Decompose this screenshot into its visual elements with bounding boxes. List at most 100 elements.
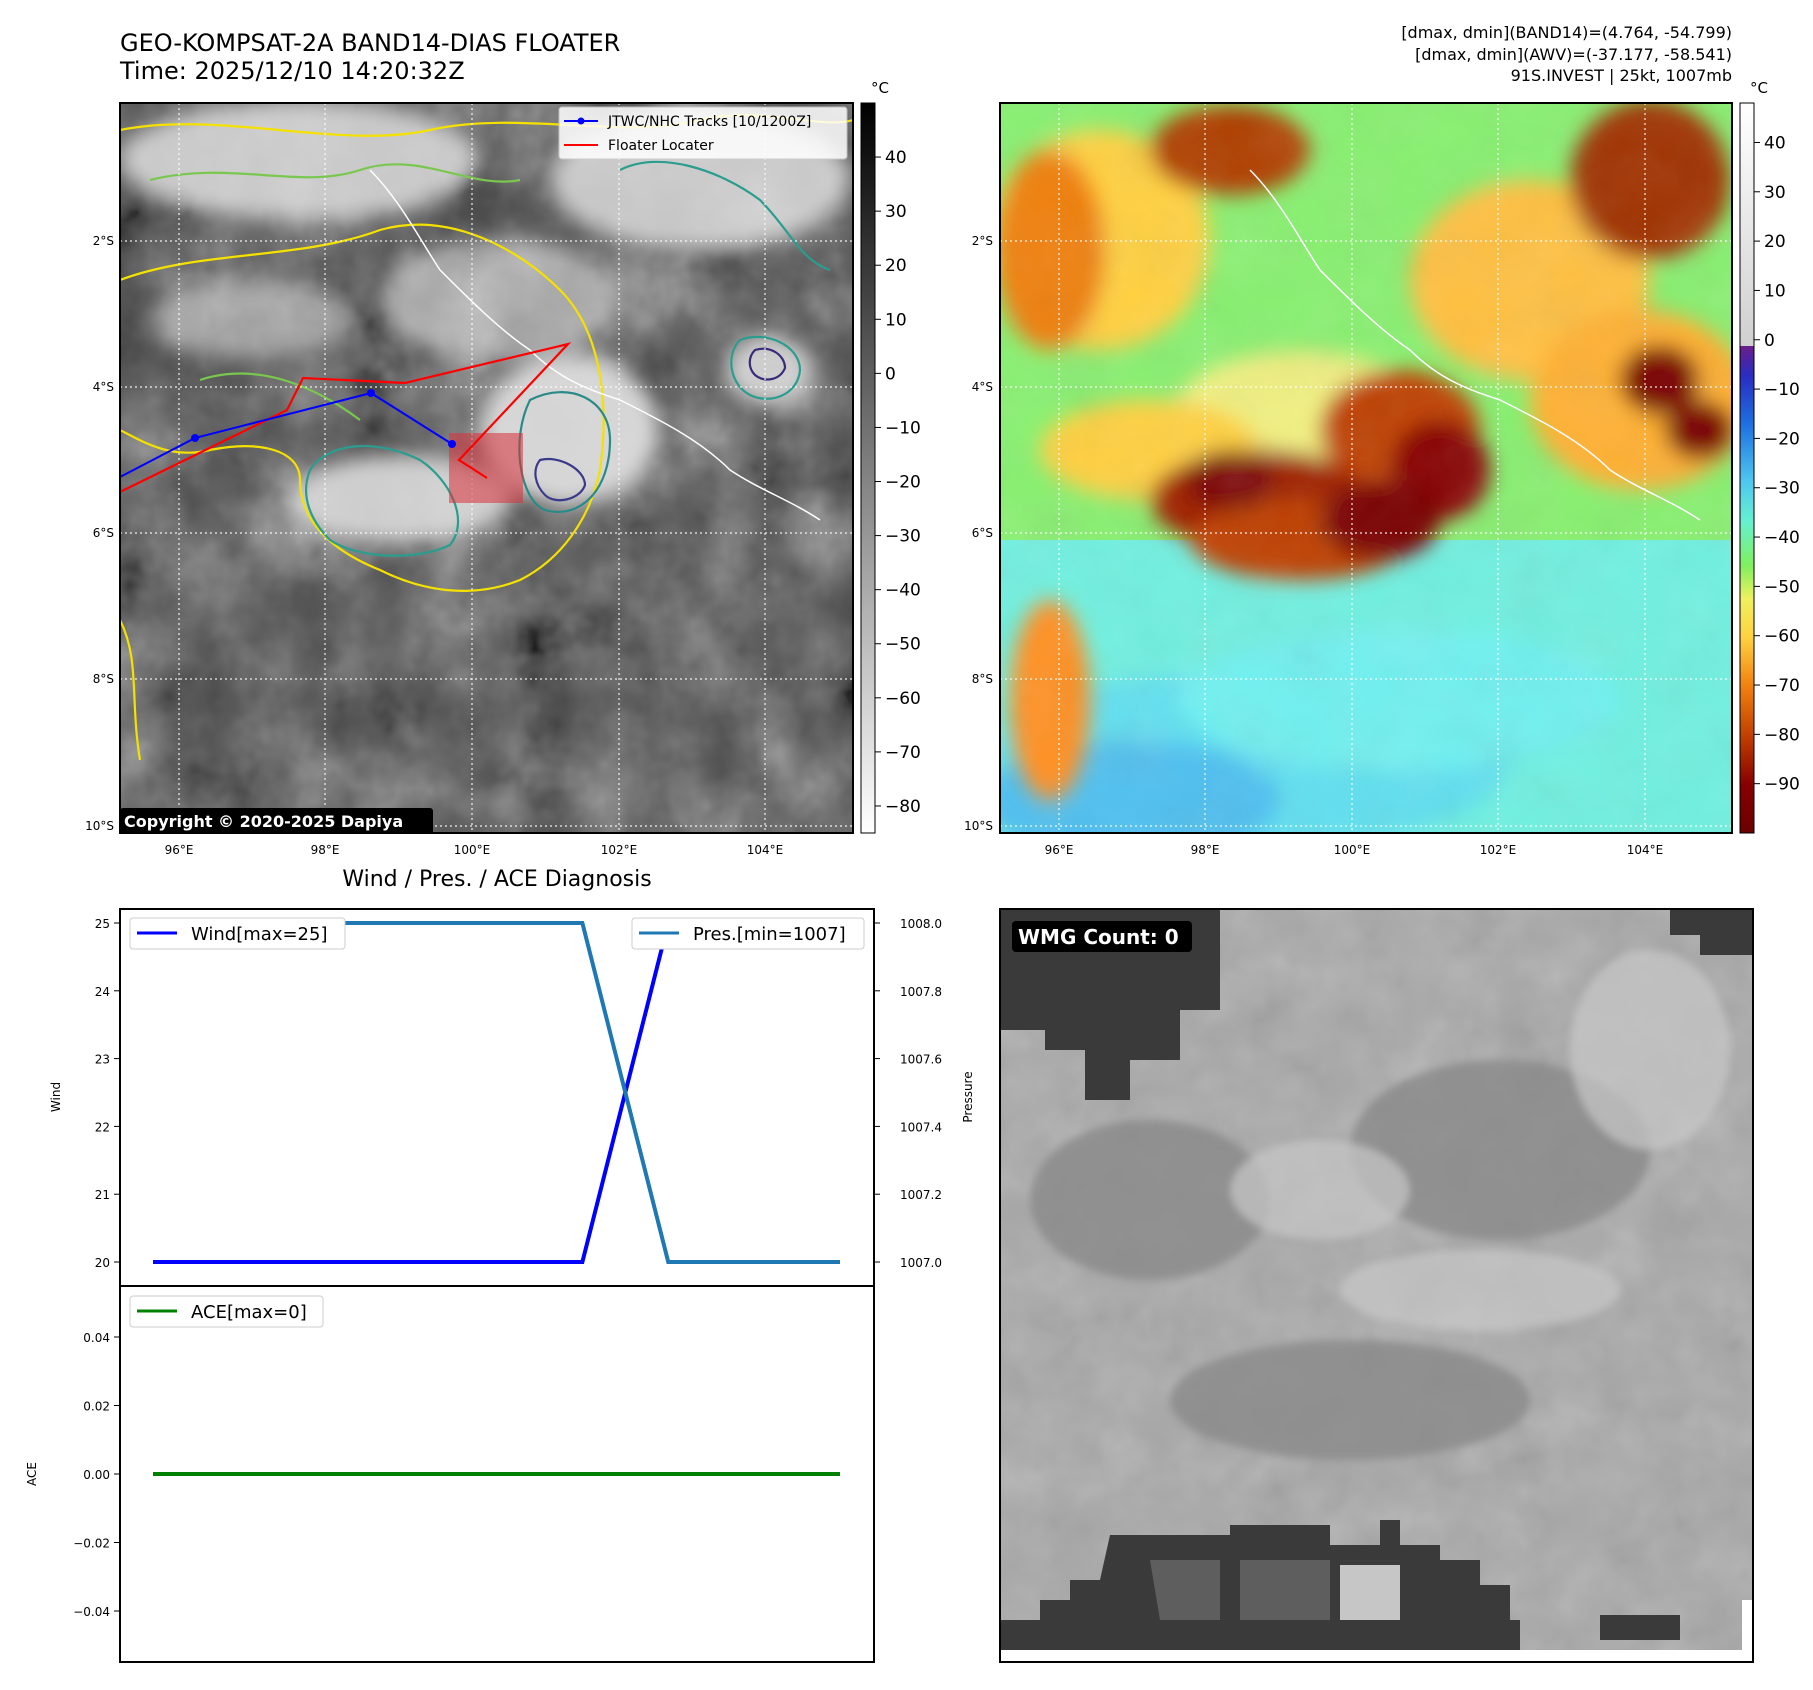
- awv-map-panel: [1000, 103, 1732, 833]
- pressure-tick-label: 1007.2: [900, 1188, 942, 1202]
- track-point: [191, 434, 199, 442]
- ir-lat-ticks: 2°S 4°S 6°S 8°S 10°S: [85, 234, 114, 833]
- track-point: [448, 440, 456, 448]
- wind-tick-label: 20: [95, 1256, 110, 1270]
- ace-axis-label: ACE: [25, 1462, 39, 1486]
- diagnosis-title: Wind / Pres. / ACE Diagnosis: [342, 867, 651, 892]
- pressure-tick-label: 1007.6: [900, 1053, 942, 1067]
- wmg-count-label: WMG Count: 0: [1018, 925, 1179, 949]
- ace-tick-label: 0.00: [83, 1468, 110, 1482]
- colorbar-tick-label: −30: [1764, 479, 1800, 499]
- ace-tick-label: −0.02: [73, 1537, 110, 1551]
- copyright-badge: Copyright © 2020-2025 Dapiya: [120, 808, 433, 834]
- copyright-text: Copyright © 2020-2025 Dapiya: [124, 812, 403, 831]
- colorbar-tick-label: 40: [885, 148, 907, 168]
- pressure-tick-label: 1007.4: [900, 1120, 942, 1134]
- colorbar-tick-label: −70: [1764, 676, 1800, 696]
- ace-tick-label: −0.04: [73, 1605, 110, 1619]
- colorbar-tick-label: −80: [1764, 725, 1800, 745]
- lon-tick: 102°E: [601, 843, 638, 857]
- colorbar-tick-label: −10: [1764, 380, 1800, 400]
- figure-title: GEO-KOMPSAT-2A BAND14-DIAS FLOATER: [120, 29, 620, 57]
- track-point: [367, 389, 375, 397]
- jtwc-track-line: [120, 391, 453, 478]
- ace-plot: 0.04 0.02 0.00 −0.02 −0.04 ACE ACE[max=0]: [25, 1285, 875, 1663]
- lat-tick: 8°S: [972, 672, 993, 686]
- legend-locater-label: Floater Locater: [608, 138, 714, 154]
- ir-lon-ticks: 96°E 98°E 100°E 102°E 104°E: [165, 843, 784, 857]
- colorbar-tick-label: 30: [1764, 183, 1786, 203]
- awv-lat-ticks: 2°S 4°S 6°S 8°S 10°S: [964, 234, 993, 833]
- colorbar-tick-label: −40: [885, 581, 921, 601]
- colorbar-tick-label: 40: [1764, 133, 1786, 153]
- wind-pressure-plot: 25 24 23 22 21 20 1008.0 1007.8 1007.6 1007.4 100…: [49, 908, 975, 1287]
- lon-tick: 98°E: [311, 843, 340, 857]
- wind-tick-label: 24: [95, 985, 110, 999]
- colorbar-tick-label: 30: [885, 202, 907, 222]
- colorbar-tick-label: 10: [885, 310, 907, 330]
- wind-axis-label: Wind: [49, 1082, 63, 1112]
- ace-legend: ACE[max=0]: [129, 1295, 324, 1328]
- colorbar-tick-label: −20: [1764, 429, 1800, 449]
- ace-legend-label: ACE[max=0]: [191, 1302, 307, 1323]
- colorbar-tick-label: 0: [885, 364, 896, 384]
- lon-tick: 104°E: [747, 843, 784, 857]
- colorbar-tick-label: −50: [885, 635, 921, 655]
- lon-tick: 96°E: [165, 843, 194, 857]
- colorbar-tick-label: −80: [885, 797, 921, 817]
- pressure-legend: Pres.[min=1007]: [631, 917, 865, 950]
- figure-time: Time: 2025/12/10 14:20:32Z: [119, 57, 465, 85]
- lat-tick: 2°S: [93, 234, 114, 248]
- ir-colorbar: °C 40 30 20 10 0 −10 −20 −30 −40 −50 −60 −70 −80: [860, 79, 921, 834]
- awv-colorbar-unit: °C: [1750, 79, 1768, 97]
- info-awv: [dmax, dmin](AWV)=(-37.177, -58.541): [1415, 45, 1732, 64]
- pressure-tick-label: 1007.8: [900, 985, 942, 999]
- floater-box: [449, 433, 523, 503]
- pressure-tick-label: 1008.0: [900, 917, 942, 931]
- colorbar-tick-label: 0: [1764, 331, 1775, 351]
- pressure-legend-label: Pres.[min=1007]: [693, 924, 846, 945]
- colorbar-tick-label: −60: [1764, 627, 1800, 647]
- lat-tick: 6°S: [93, 526, 114, 540]
- ace-tick-label: 0.02: [83, 1400, 110, 1414]
- lon-tick: 96°E: [1045, 843, 1074, 857]
- wind-legend-label: Wind[max=25]: [191, 924, 328, 945]
- colorbar-tick-label: 20: [885, 256, 907, 276]
- wind-legend: Wind[max=25]: [129, 917, 346, 950]
- wind-tick-label: 22: [95, 1120, 110, 1134]
- wmg-frame: [999, 908, 1754, 1663]
- lon-tick: 100°E: [454, 843, 491, 857]
- lon-tick: 102°E: [1480, 843, 1517, 857]
- info-band14: [dmax, dmin](BAND14)=(4.764, -54.799): [1401, 23, 1732, 42]
- wind-tick-label: 21: [95, 1188, 110, 1202]
- colorbar-tick-label: −90: [1764, 775, 1800, 795]
- ace-tick-label: 0.04: [83, 1331, 110, 1345]
- wind-tick-label: 23: [95, 1053, 110, 1067]
- wmg-panel: [1000, 909, 1753, 1662]
- legend-track-label: JTWC/NHC Tracks [10/1200Z]: [607, 114, 811, 130]
- colorbar-tick-label: −40: [1764, 528, 1800, 548]
- wmg-badge: WMG Count: 0: [1012, 921, 1192, 952]
- colorbar-tick-label: −30: [885, 527, 921, 547]
- lon-tick: 100°E: [1334, 843, 1371, 857]
- wind-tick-label: 25: [95, 917, 110, 931]
- colorbar-tick-label: −20: [885, 473, 921, 493]
- lat-tick: 10°S: [964, 819, 993, 833]
- colorbar-tick-label: −10: [885, 418, 921, 438]
- colorbar-tick-label: 10: [1764, 281, 1786, 301]
- ir-map-panel: [120, 103, 853, 833]
- ir-colorbar-unit: °C: [871, 79, 889, 97]
- info-storm: 91S.INVEST | 25kt, 1007mb: [1511, 66, 1732, 85]
- lat-tick: 8°S: [93, 672, 114, 686]
- lat-tick: 2°S: [972, 234, 993, 248]
- colorbar-tick-label: −70: [885, 743, 921, 763]
- pressure-axis-label: Pressure: [961, 1071, 975, 1122]
- ir-legend: JTWC/NHC Tracks [10/1200Z] Floater Locat…: [558, 106, 848, 160]
- lon-tick: 98°E: [1191, 843, 1220, 857]
- lat-tick: 4°S: [972, 380, 993, 394]
- floater-locater-line: [120, 342, 572, 493]
- awv-map-frame: [999, 102, 1733, 834]
- pressure-tick-label: 1007.0: [900, 1256, 942, 1270]
- lat-tick: 6°S: [972, 526, 993, 540]
- lat-tick: 10°S: [85, 819, 114, 833]
